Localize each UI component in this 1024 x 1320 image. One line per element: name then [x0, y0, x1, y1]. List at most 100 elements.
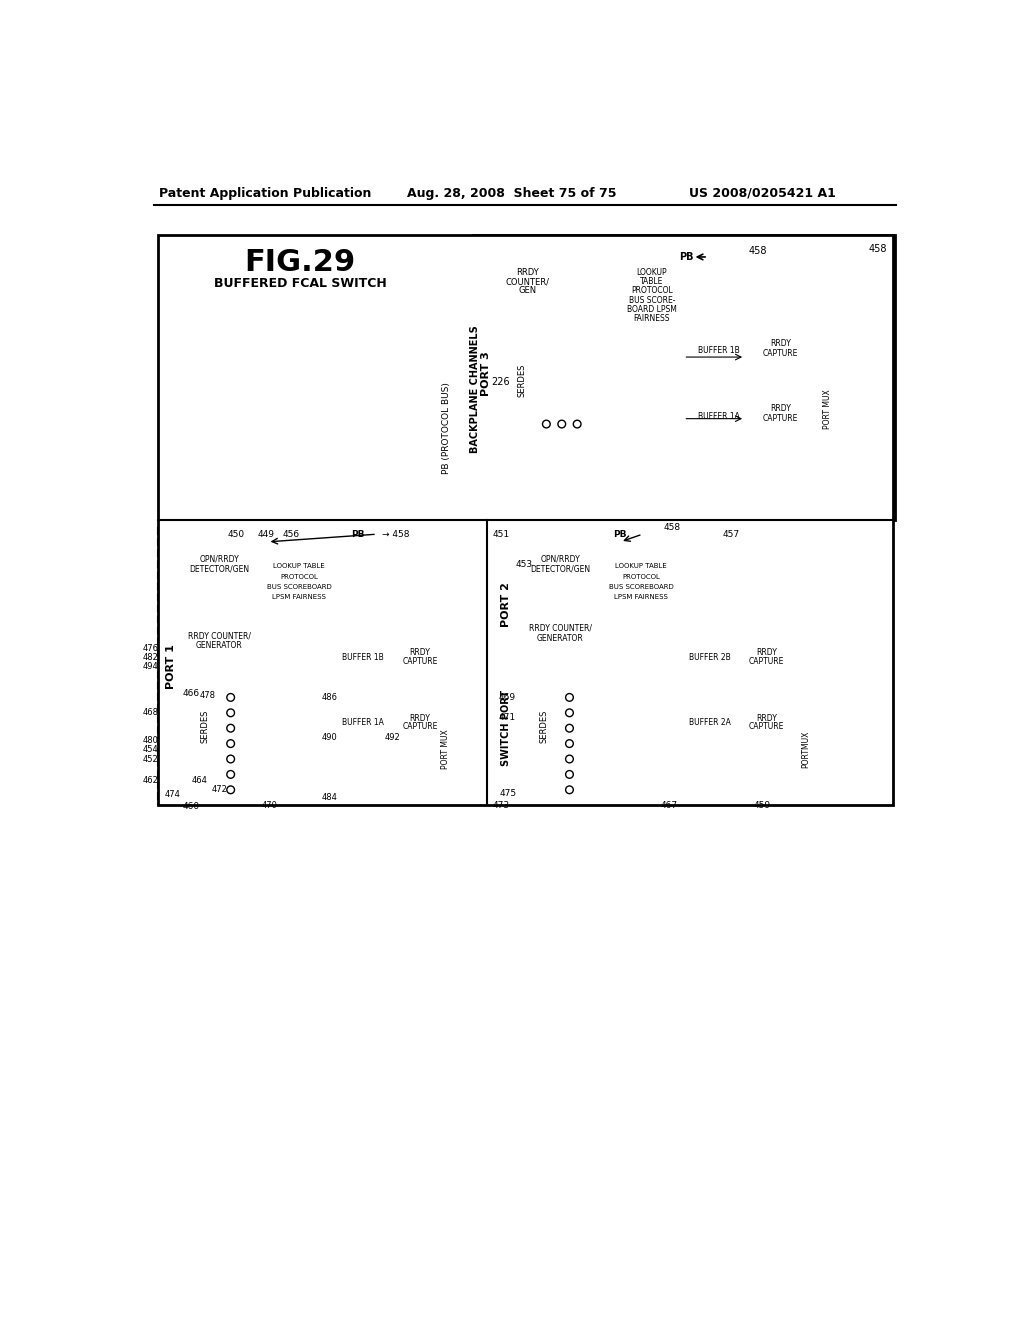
Text: 474: 474 [165, 789, 181, 799]
Text: LPSM FAIRNESS: LPSM FAIRNESS [272, 594, 326, 599]
Bar [683, 701, 736, 743]
Text: CAPTURE: CAPTURE [402, 722, 438, 731]
Text: 226: 226 [490, 376, 510, 387]
Text: 486: 486 [322, 693, 337, 702]
Text: 484: 484 [322, 793, 337, 803]
Bar [183, 541, 256, 603]
Text: BUFFERED FCAL SWITCH: BUFFERED FCAL SWITCH [214, 277, 386, 289]
Text: FAIRNESS: FAIRNESS [634, 314, 670, 323]
Text: 458: 458 [749, 246, 767, 256]
Text: 460: 460 [183, 803, 200, 812]
Text: OPN/RRDY: OPN/RRDY [541, 554, 580, 564]
Bar [692, 397, 745, 436]
Text: 457: 457 [723, 529, 739, 539]
Text: RRDY: RRDY [756, 648, 777, 657]
Text: 450: 450 [227, 529, 245, 539]
Text: BUFFER 2A: BUFFER 2A [689, 718, 730, 726]
Text: → 458: → 458 [382, 529, 410, 539]
Bar [521, 543, 599, 599]
Text: RRDY COUNTER/: RRDY COUNTER/ [187, 631, 251, 640]
Bar [158, 528, 457, 805]
Bar [396, 705, 444, 737]
Text: GEN: GEN [519, 286, 537, 296]
Bar [437, 693, 454, 805]
Text: PB: PB [679, 252, 693, 261]
Text: RRDY: RRDY [516, 268, 540, 277]
Text: SERDES: SERDES [540, 710, 549, 743]
Text: DETECTOR/GEN: DETECTOR/GEN [530, 565, 590, 573]
Text: LPSM FAIRNESS: LPSM FAIRNESS [614, 594, 668, 599]
Bar [742, 640, 791, 671]
Text: PB (PROTOCOL BUS): PB (PROTOCOL BUS) [441, 381, 451, 474]
Text: 449: 449 [258, 529, 274, 539]
Text: GENERATOR: GENERATOR [537, 634, 584, 643]
Bar [683, 636, 736, 678]
Text: PORT MUX: PORT MUX [441, 729, 450, 768]
Text: RRDY: RRDY [410, 714, 430, 722]
Text: LOOKUP TABLE: LOOKUP TABLE [273, 564, 325, 569]
Text: 458: 458 [664, 524, 680, 532]
Text: SWITCH PORT: SWITCH PORT [501, 690, 511, 767]
Text: COUNTER/: COUNTER/ [506, 277, 550, 286]
Text: BUS SCORE-: BUS SCORE- [629, 296, 675, 305]
Text: 472: 472 [211, 785, 227, 795]
Text: BUFFER 1A: BUFFER 1A [342, 718, 384, 726]
Text: SERDES: SERDES [518, 363, 527, 397]
Text: 453: 453 [515, 561, 532, 569]
Bar [742, 705, 791, 737]
Text: 454: 454 [142, 746, 159, 754]
Bar [183, 696, 227, 758]
Text: 458: 458 [868, 244, 887, 255]
Text: CAPTURE: CAPTURE [749, 657, 784, 667]
Bar [337, 636, 389, 678]
Bar [798, 693, 814, 805]
Text: 478: 478 [200, 692, 216, 701]
Text: BUFFER 1B: BUFFER 1B [698, 346, 739, 355]
Text: Patent Application Publication: Patent Application Publication [159, 186, 372, 199]
Bar [158, 235, 893, 805]
Text: 492: 492 [384, 733, 400, 742]
Text: LOOKUP TABLE: LOOKUP TABLE [615, 564, 667, 569]
Text: CAPTURE: CAPTURE [763, 348, 798, 358]
Text: GENERATOR: GENERATOR [196, 642, 243, 651]
Text: BACKPLANE CHANNELS: BACKPLANE CHANNELS [470, 326, 480, 453]
Text: US 2008/0205421 A1: US 2008/0205421 A1 [688, 186, 836, 199]
Bar [500, 350, 545, 411]
Text: PORT 1: PORT 1 [166, 644, 175, 689]
Text: 451: 451 [493, 529, 510, 539]
Text: 464: 464 [191, 776, 208, 785]
Text: 471: 471 [499, 713, 515, 722]
Bar [337, 701, 389, 743]
Bar [622, 257, 682, 380]
Text: PORT MUX: PORT MUX [823, 389, 831, 429]
Text: PB: PB [612, 529, 627, 539]
Text: 480: 480 [142, 737, 159, 744]
Text: PORT 2: PORT 2 [502, 582, 511, 627]
Bar [267, 541, 331, 692]
Text: 469: 469 [499, 693, 515, 702]
Text: 473: 473 [493, 801, 510, 809]
Bar [755, 331, 807, 363]
Text: 494: 494 [142, 663, 159, 671]
Bar [521, 696, 566, 758]
Text: BUS SCOREBOARD: BUS SCOREBOARD [608, 583, 674, 590]
Text: 456: 456 [283, 529, 300, 539]
Bar [500, 257, 556, 314]
Bar [610, 541, 672, 692]
Text: 462: 462 [142, 776, 159, 785]
Text: RRDY: RRDY [756, 714, 777, 722]
Text: RRDY: RRDY [770, 404, 791, 413]
Text: LOOKUP: LOOKUP [637, 268, 668, 277]
Text: CAPTURE: CAPTURE [763, 414, 798, 424]
Text: 466: 466 [183, 689, 200, 698]
Text: 490: 490 [322, 733, 337, 742]
Text: 476: 476 [142, 644, 159, 652]
Bar [818, 331, 838, 486]
Bar [493, 528, 777, 805]
Text: RRDY COUNTER/: RRDY COUNTER/ [528, 623, 592, 632]
Text: SERDES: SERDES [201, 710, 210, 743]
Bar [692, 331, 745, 370]
Text: 459: 459 [754, 801, 770, 809]
Text: PROTOCOL: PROTOCOL [631, 286, 673, 296]
Text: TABLE: TABLE [640, 277, 664, 286]
